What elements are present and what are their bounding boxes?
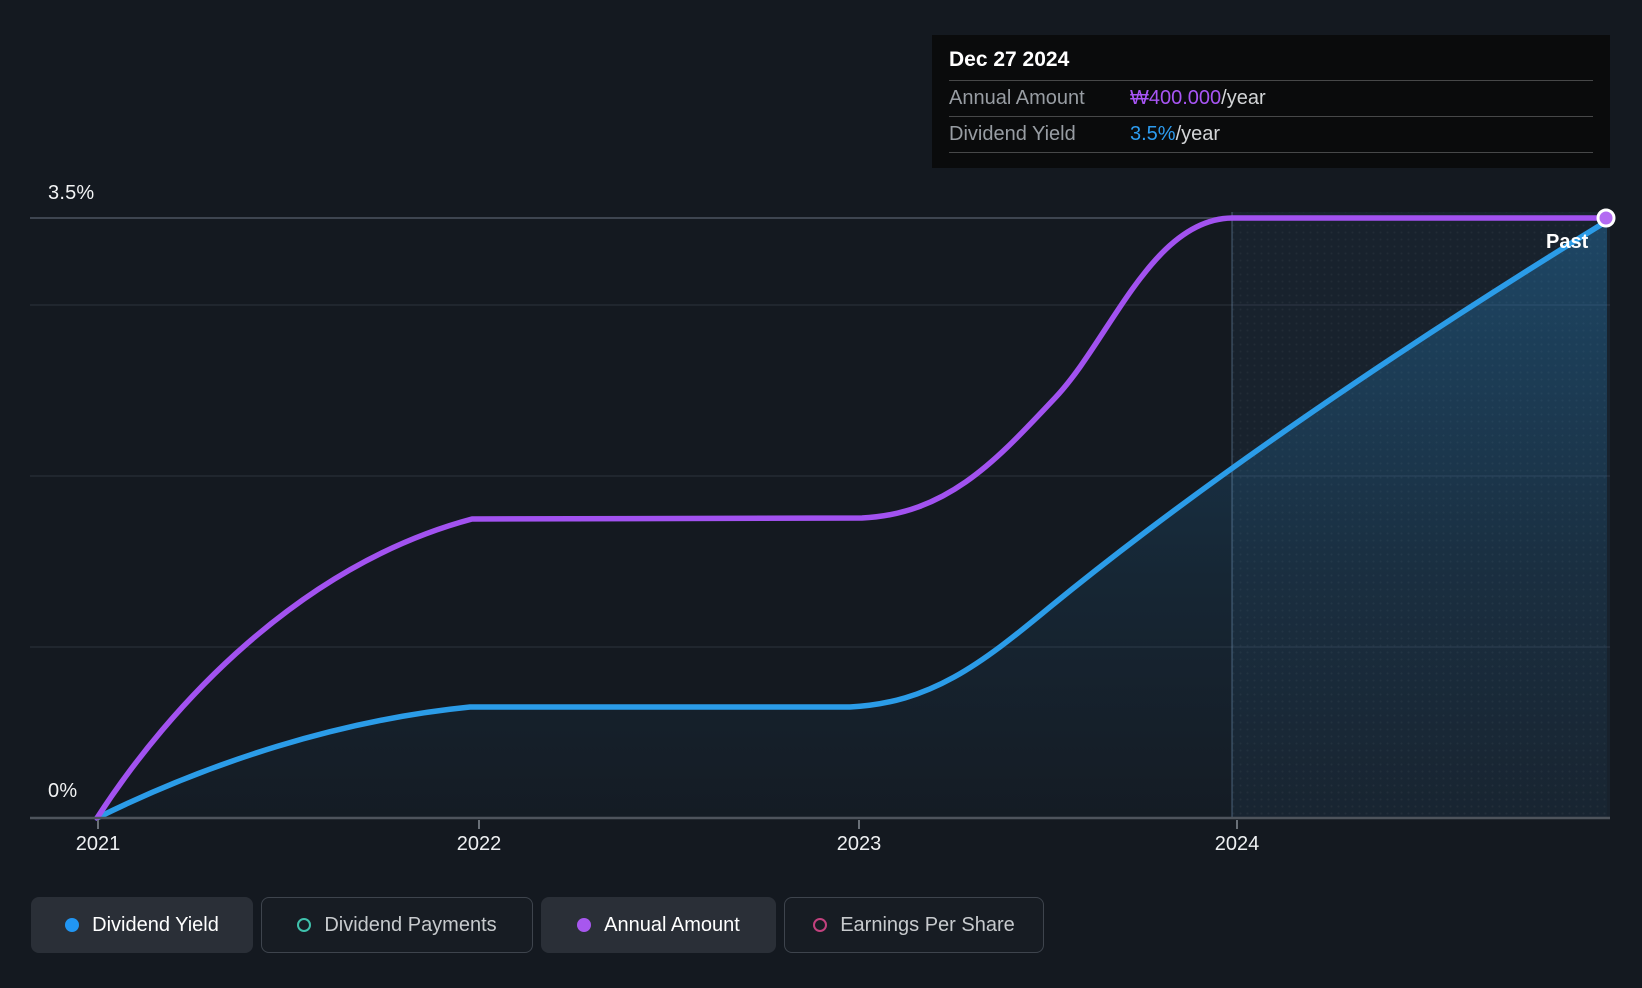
x-tick-2021: 2021 [75, 833, 121, 855]
tooltip-dividend-yield-value: 3.5% [1130, 123, 1176, 145]
legend-toggle-dividend-payments[interactable]: Dividend Payments [261, 897, 533, 953]
tooltip-row-annual-amount: Annual Amount ₩400.000 /year [949, 80, 1593, 116]
legend-toggle-dividend-yield[interactable]: Dividend Yield [31, 897, 253, 953]
dividend-yield-area [97, 221, 1607, 818]
legend-label: Earnings Per Share [840, 913, 1015, 936]
tooltip-annual-amount-value: ₩400.000 [1130, 87, 1222, 109]
tooltip-bottom-rule [949, 152, 1593, 153]
tooltip-value-suffix: /year [1175, 123, 1221, 145]
legend-toggle-annual-amount[interactable]: Annual Amount [541, 897, 776, 953]
tooltip-date: Dec 27 2024 [949, 47, 1070, 71]
tooltip-value-suffix: /year [1221, 87, 1266, 109]
x-tick-2022: 2022 [456, 833, 502, 855]
x-tick-2024: 2024 [1214, 833, 1260, 855]
dividend-yield-dot-icon [65, 918, 80, 932]
past-region-label: Past [1546, 231, 1589, 253]
x-axis-tick-marks [97, 820, 1238, 829]
chart-tooltip: Dec 27 2024 Annual Amount ₩400.000 /year… [932, 35, 1610, 168]
tooltip-label: Annual Amount [949, 87, 1085, 109]
earnings-per-share-ring-icon [813, 918, 828, 932]
dividend-payments-ring-icon [297, 918, 312, 932]
legend-toggle-earnings-per-share[interactable]: Earnings Per Share [784, 897, 1044, 953]
chart-legend: Dividend Yield Dividend Payments Annual … [31, 897, 1044, 953]
legend-label: Dividend Yield [92, 913, 219, 936]
y-axis-min-label: 0% [48, 780, 78, 802]
tooltip-label: Dividend Yield [949, 123, 1076, 145]
legend-label: Annual Amount [604, 913, 740, 936]
annual-amount-line [94, 215, 1610, 821]
tooltip-row-dividend-yield: Dividend Yield 3.5% /year [949, 116, 1593, 152]
annual-amount-dot-icon [577, 918, 592, 932]
y-axis-max-label: 3.5% [48, 182, 95, 204]
x-tick-2023: 2023 [836, 833, 882, 855]
legend-label: Dividend Payments [324, 913, 497, 936]
latest-point-marker[interactable] [1596, 208, 1616, 228]
dividend-yield-line [94, 218, 1610, 821]
